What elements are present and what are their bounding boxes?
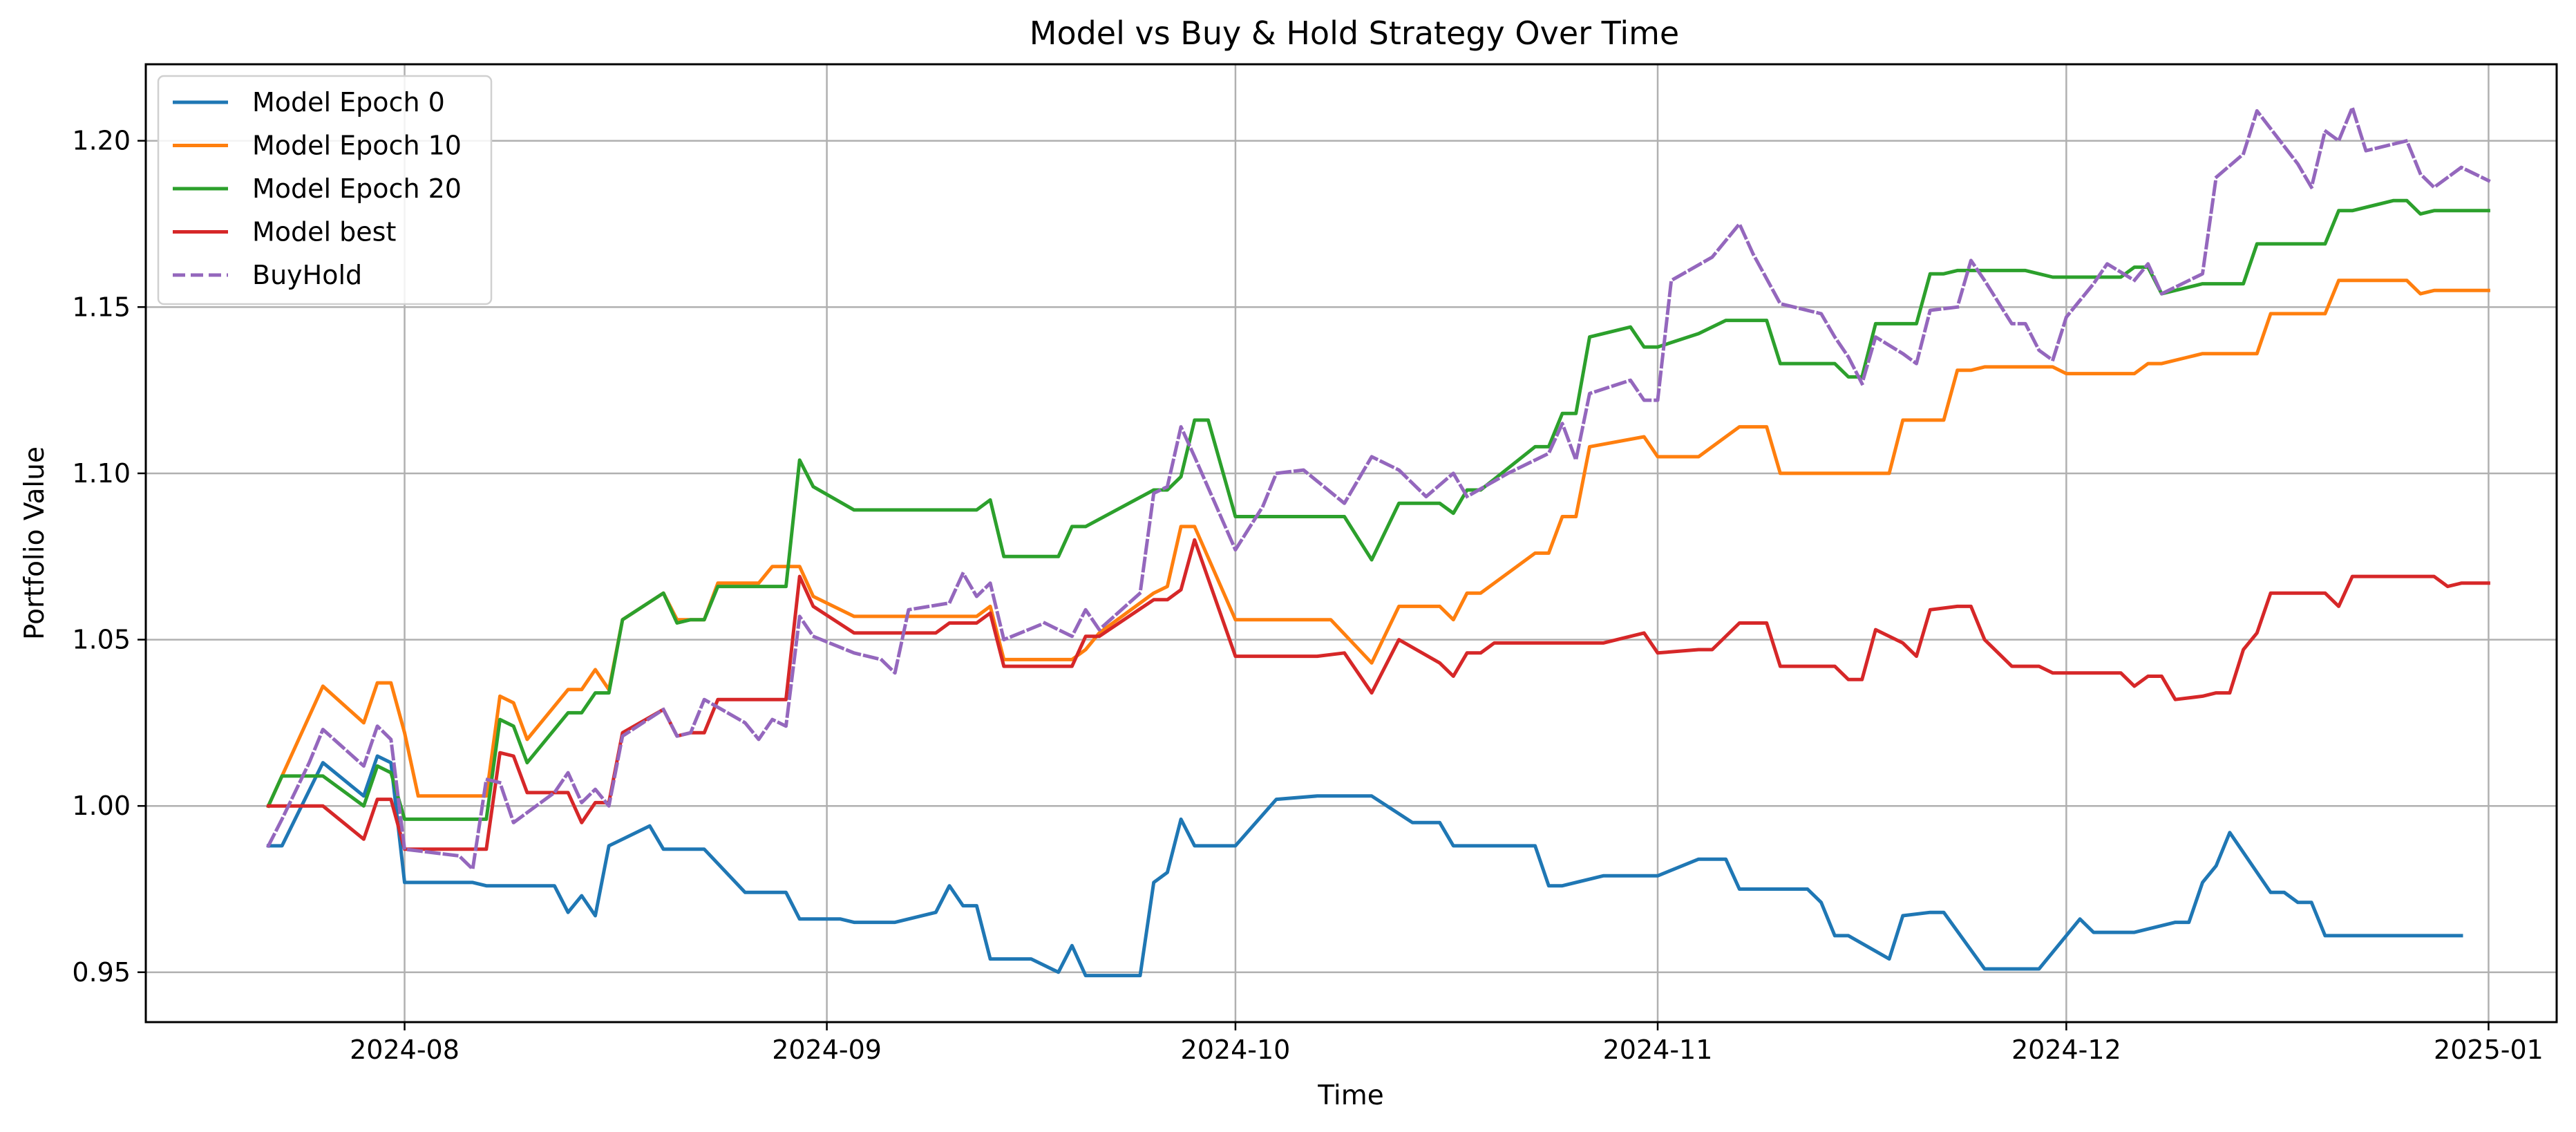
gridlines xyxy=(146,64,2557,1022)
series-line-1 xyxy=(266,279,2490,809)
x-tick-label: 2024-10 xyxy=(1181,1035,1291,1065)
x-axis-label: Time xyxy=(1317,1080,1383,1111)
series-line-0 xyxy=(266,754,2463,978)
series-line-2 xyxy=(266,198,2490,821)
legend-label: Model Epoch 10 xyxy=(252,131,462,161)
y-tick-label: 1.20 xyxy=(72,126,131,156)
y-tick-label: 0.95 xyxy=(72,957,131,988)
x-tick-label: 2024-08 xyxy=(350,1035,460,1065)
y-tick-label: 1.10 xyxy=(72,458,131,489)
legend-box xyxy=(157,75,493,305)
x-tick-label: 2024-09 xyxy=(772,1035,882,1065)
y-axis-label: Portfolio Value xyxy=(19,446,50,640)
x-tick-label: 2025-01 xyxy=(2434,1035,2544,1065)
x-axis-ticks: 2024-08 2024-09 2024-10 2024-11 2024-12 2025-… xyxy=(350,1022,2544,1065)
legend-label: Model Epoch 20 xyxy=(252,173,462,204)
legend-label: Model Epoch 0 xyxy=(252,87,445,117)
y-tick-label: 1.00 xyxy=(72,791,131,821)
legend: Model Epoch 0 Model Epoch 10 Model Epoch 2… xyxy=(157,75,493,305)
series-line-4 xyxy=(266,106,2491,871)
x-tick-label: 2024-11 xyxy=(1603,1035,1713,1065)
chart-title: Model vs Buy & Hold Strategy Over Time xyxy=(1030,15,1679,52)
legend-label: Model best xyxy=(252,217,396,247)
y-tick-label: 1.05 xyxy=(72,625,131,655)
series-lines xyxy=(266,106,2491,978)
y-tick-label: 1.15 xyxy=(72,292,131,322)
y-axis-ticks: 0.95 1.00 1.05 1.10 1.15 1.20 xyxy=(72,126,146,988)
plot-area-frame xyxy=(144,63,2558,1023)
x-tick-label: 2024-12 xyxy=(2011,1035,2121,1065)
legend-label: BuyHold xyxy=(252,260,362,290)
